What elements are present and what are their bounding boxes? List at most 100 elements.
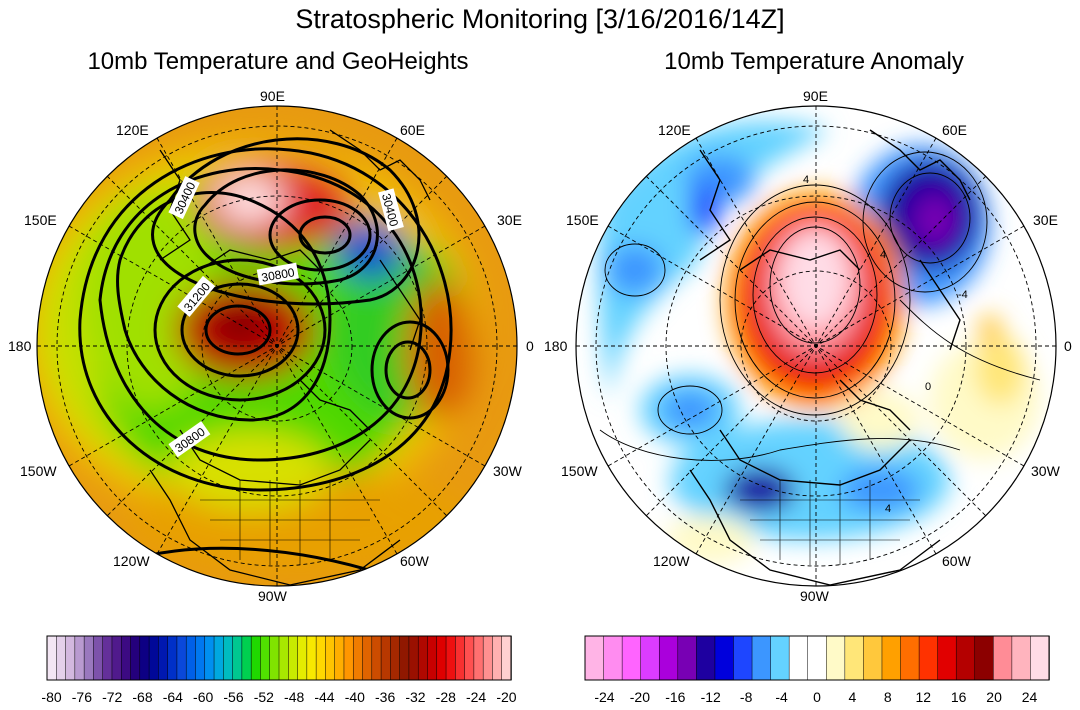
right-colorbar-swatch	[584, 635, 605, 681]
left-colorbar-swatch	[455, 635, 466, 681]
left-colorbar-swatch	[371, 635, 382, 681]
right-colorbar-swatch	[677, 635, 698, 681]
left-colorbar-swatch	[501, 635, 512, 681]
left-colorbar-swatch	[185, 635, 197, 681]
left-colorbar-swatch	[362, 635, 373, 681]
right-lon-label-180: 180	[544, 338, 568, 354]
left-colorbar-swatch	[223, 635, 234, 681]
left-colorbar-tick-label: -80	[41, 689, 62, 705]
left-colorbar-tick-label: -72	[102, 689, 123, 705]
right-lon-label-120e: 120E	[658, 122, 691, 138]
left-colorbar-tick-label: -48	[284, 689, 305, 705]
left-colorbar-tick-label: -28	[435, 689, 456, 705]
left-map	[37, 106, 517, 586]
left-lon-label-150w: 150W	[20, 463, 57, 479]
left-colorbar-tick-label: -44	[314, 689, 335, 705]
right-panel-title: 10mb Temperature Anomaly	[664, 48, 964, 75]
left-colorbar-tick-label: -56	[223, 689, 244, 705]
right-colorbar-frame	[584, 635, 1050, 681]
left-colorbar-swatch	[464, 635, 475, 681]
figure-title: Stratospheric Monitoring [3/16/2016/14Z]	[295, 4, 785, 34]
right-colorbar-tick-label: 8	[883, 689, 892, 705]
left-colorbar-swatch	[492, 635, 503, 681]
left-colorbar-swatch	[158, 635, 169, 681]
right-colorbar-swatch	[658, 635, 679, 681]
right-lon-label-90w: 90W	[800, 588, 829, 604]
right-colorbar-tick-label: -20	[629, 689, 650, 705]
right-colorbar-swatch	[770, 635, 790, 681]
left-colorbar-swatch	[167, 635, 178, 681]
left-colorbar-frame	[46, 635, 512, 681]
left-colorbar-tick-label: -68	[132, 689, 153, 705]
left-colorbar-swatch	[130, 635, 141, 681]
left-lon-label-90w: 90W	[258, 588, 287, 604]
left-colorbar-swatch	[334, 635, 345, 681]
right-colorbar-swatch	[826, 635, 846, 681]
left-colorbar-swatch	[408, 635, 419, 681]
left-colorbar-swatch	[482, 635, 494, 681]
left-colorbar-swatch	[269, 635, 280, 681]
left-colorbar-tick-label: -76	[71, 689, 92, 705]
left-colorbar-tick-label: -36	[375, 689, 396, 705]
left-colorbar-tick-label: -20	[496, 689, 517, 705]
left-colorbar-swatch	[83, 635, 95, 681]
right-colorbar-swatch	[714, 635, 735, 681]
right-colorbar-swatch	[844, 635, 865, 681]
left-colorbar-swatch	[46, 635, 58, 681]
right-colorbar-tick-label: -8	[739, 689, 753, 705]
left-colorbar-tick-label: -32	[405, 689, 426, 705]
right-colorbar-tick-label: 16	[950, 689, 967, 705]
right-colorbar-swatch	[918, 635, 939, 681]
left-colorbar-swatch	[417, 635, 429, 681]
left-colorbar-swatch	[204, 635, 215, 681]
right-lon-label-0: 0	[1064, 338, 1072, 354]
left-colorbar-swatch	[427, 635, 438, 681]
right-colorbar-swatch	[1011, 635, 1032, 681]
left-colorbar-swatch	[399, 635, 410, 681]
left-contour-label-30800-a: 30800	[260, 265, 296, 285]
left-colorbar-swatch	[56, 635, 67, 681]
right-lon-label-120w: 120W	[653, 553, 690, 569]
left-colorbar-swatch	[232, 635, 243, 681]
left-panel-title: 10mb Temperature and GeoHeights	[87, 48, 469, 75]
right-colorbar-swatch	[900, 635, 920, 681]
left-colorbar-tick-label: -60	[193, 689, 214, 705]
right-contour-label-4-c: 4	[885, 503, 891, 515]
right-colorbar-swatch	[733, 635, 753, 681]
left-colorbar-swatch	[241, 635, 252, 681]
left-colorbar-swatch	[315, 635, 327, 681]
left-colorbar-swatch	[250, 635, 262, 681]
left-colorbar-swatch	[306, 635, 317, 681]
left-colorbar-swatch	[380, 635, 392, 681]
right-colorbar-swatch	[621, 635, 642, 681]
left-colorbar-swatch	[260, 635, 271, 681]
right-colorbar-swatch	[751, 635, 772, 681]
right-map-border	[575, 105, 1057, 587]
left-colorbar-swatch	[176, 635, 187, 681]
right-colorbar-tick-label: 20	[986, 689, 1002, 705]
left-colorbar-tick-label: -52	[253, 689, 274, 705]
left-colorbar-swatch	[213, 635, 225, 681]
right-lon-label-60w: 60W	[942, 553, 971, 569]
left-map-border	[36, 105, 518, 587]
left-colorbar-swatch	[65, 635, 76, 681]
left-lon-label-150e: 150E	[24, 212, 57, 228]
left-lon-label-30w: 30W	[493, 463, 522, 479]
right-colorbar-tick-label: -12	[700, 689, 721, 705]
left-lon-label-90e: 90E	[260, 88, 285, 104]
right-lon-label-60e: 60E	[942, 122, 967, 138]
left-colorbar-swatch	[148, 635, 160, 681]
right-colorbar-swatch	[881, 635, 902, 681]
right-lon-label-30e: 30E	[1033, 212, 1058, 228]
left-colorbar-swatch	[352, 635, 364, 681]
right-colorbar-tick-label: -16	[665, 689, 686, 705]
right-contour-label-4-a: 4	[803, 174, 809, 186]
left-colorbar-swatch	[111, 635, 122, 681]
left-colorbar-swatch	[445, 635, 457, 681]
right-lon-label-30w: 30W	[1031, 463, 1060, 479]
right-lon-label-150w: 150W	[561, 463, 598, 479]
left-colorbar-tick-label: -24	[465, 689, 487, 705]
left-lon-label-60e: 60E	[400, 122, 425, 138]
right-colorbar-tick-label: 12	[915, 689, 932, 705]
right-colorbar-tick-label: -4	[775, 689, 788, 705]
